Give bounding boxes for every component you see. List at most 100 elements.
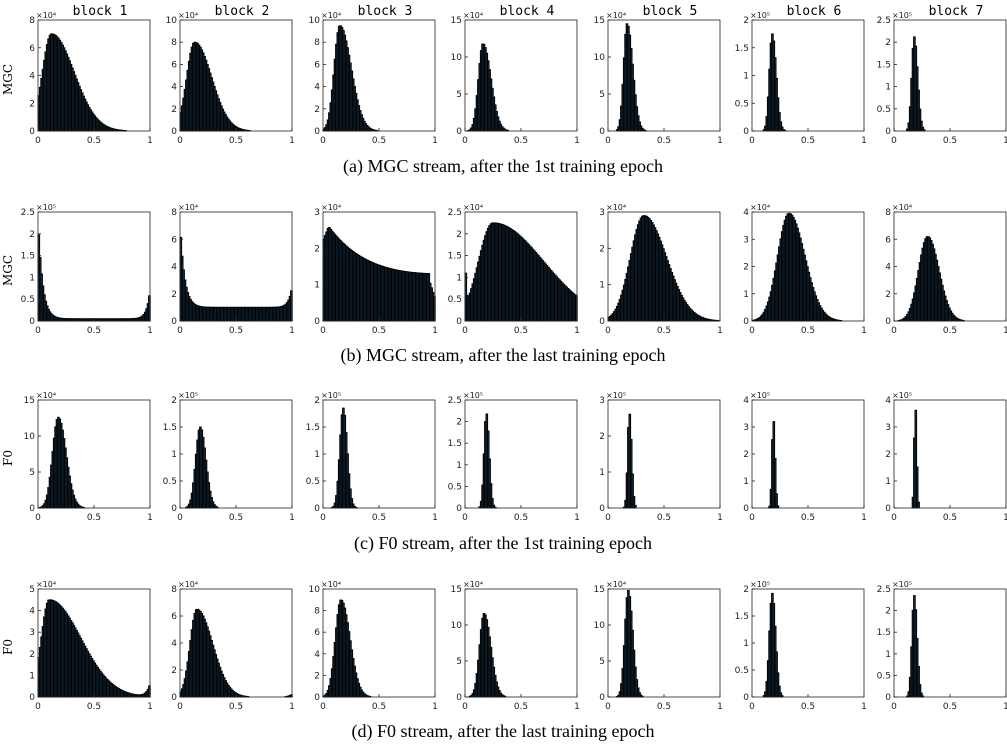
histogram-panel: 0 1 2 3 4 0 0.5 1 ×10⁴ xyxy=(743,203,867,336)
histogram-panel: 0 0.5 1 1.5 2 0 0.5 1 ×10⁵ xyxy=(163,391,295,523)
y-tick-label: 10 xyxy=(309,585,321,595)
histogram-panel: 0 0.5 1 1.5 2 0 0.5 1 ×10⁵ block 6 xyxy=(735,4,867,146)
axes-frame xyxy=(37,211,151,322)
y-tick-label: 1.5 xyxy=(21,252,35,262)
y-tick-label: 1 xyxy=(456,461,462,471)
x-tick-label: 0 xyxy=(35,136,41,146)
panel-title: block 5 xyxy=(643,4,698,19)
y-tick-label: 1 xyxy=(599,281,605,291)
y-tick-label: 0 xyxy=(599,317,605,327)
histogram-panel: 0 2 4 6 8 10 0 0.5 1 ×10⁴ block 3 xyxy=(309,4,438,146)
y-tick-label: 4 xyxy=(171,263,177,273)
y-tick-label: 0 xyxy=(171,317,177,327)
x-tick-label: 1 xyxy=(1003,702,1007,712)
y-tick-label: 4 xyxy=(171,639,177,649)
x-tick-label: 0.5 xyxy=(801,136,815,146)
x-tick-label: 0 xyxy=(605,513,611,523)
x-tick-label: 0.5 xyxy=(229,702,243,712)
axis-multiplier: ×10⁵ xyxy=(750,391,770,400)
histogram-panel: 0 5 10 15 0 0.5 1 ×10⁴ block 4 xyxy=(451,4,580,146)
y-tick-label: 4 xyxy=(885,396,891,406)
chart-row-2: MGC 0 0.5 1 1.5 2 2.5 0 0.5 1 ×10⁵ 0 2 4 6 8 0 0.5 1 ×10⁴ 0 1… xyxy=(1,203,1007,366)
axis-multiplier: ×10⁵ xyxy=(321,391,341,400)
histogram-panel: 0 2 4 6 8 0 0.5 1 ×10⁴ xyxy=(171,580,295,712)
x-tick-label: 0.5 xyxy=(372,513,386,523)
x-tick-label: 1 xyxy=(147,702,153,712)
y-tick-label: 2 xyxy=(599,244,605,254)
y-tick-label: 0 xyxy=(171,127,177,137)
axis-multiplier: ×10⁴ xyxy=(463,203,483,212)
y-tick-label: 0 xyxy=(885,127,891,137)
y-tick-label: 1.5 xyxy=(448,439,462,449)
y-tick-label: 6 xyxy=(171,60,177,70)
y-tick-label: 2 xyxy=(456,230,462,240)
histogram-panel: 0 2 4 6 8 0 0.5 1 ×10⁴ xyxy=(171,203,295,336)
y-tick-label: 0 xyxy=(314,693,320,703)
histogram-panel: 0 1 2 3 4 0 0.5 1 ×10⁵ xyxy=(885,391,1007,523)
y-tick-label: 4 xyxy=(885,263,891,273)
x-tick-label: 0.5 xyxy=(372,326,386,336)
y-tick-label: 2 xyxy=(171,396,177,406)
y-tick-label: 6 xyxy=(171,235,177,245)
x-tick-label: 1 xyxy=(432,513,438,523)
y-tick-label: 3 xyxy=(743,423,749,433)
x-tick-label: 0.5 xyxy=(87,513,101,523)
histogram-panel: 0 2 4 6 8 10 0 0.5 1 ×10⁴ block 2 xyxy=(166,4,295,146)
y-tick-label: 0 xyxy=(29,317,35,327)
axis-multiplier: ×10⁴ xyxy=(463,580,483,589)
y-tick-label: 3 xyxy=(885,423,891,433)
x-tick-label: 1 xyxy=(574,136,580,146)
y-tick-label: 10 xyxy=(594,53,606,63)
panel-title: block 3 xyxy=(358,4,413,19)
y-tick-label: 2 xyxy=(29,230,35,240)
panel-title: block 2 xyxy=(215,4,270,19)
x-tick-label: 0.5 xyxy=(657,513,671,523)
y-tick-label: 15 xyxy=(594,16,605,26)
y-tick-label: 4 xyxy=(29,72,35,82)
axis-multiplier: ×10⁵ xyxy=(892,391,912,400)
axis-multiplier: ×10⁴ xyxy=(606,11,626,20)
y-tick-label: 2 xyxy=(171,666,177,676)
y-tick-label: 1 xyxy=(29,273,35,283)
x-tick-label: 0 xyxy=(891,136,897,146)
x-tick-label: 0 xyxy=(605,136,611,146)
x-tick-label: 1 xyxy=(574,326,580,336)
axis-multiplier: ×10⁵ xyxy=(463,391,483,400)
y-tick-label: 1.5 xyxy=(306,423,320,433)
x-tick-label: 0.5 xyxy=(87,326,101,336)
y-tick-label: 6 xyxy=(29,44,35,54)
y-tick-label: 0.5 xyxy=(21,295,35,305)
x-tick-label: 0 xyxy=(462,326,468,336)
x-tick-label: 1 xyxy=(861,513,867,523)
x-tick-label: 0.5 xyxy=(943,513,957,523)
y-tick-label: 0 xyxy=(885,693,891,703)
y-tick-label: 3 xyxy=(314,208,320,218)
axis-multiplier: ×10⁴ xyxy=(463,11,483,20)
y-tick-label: 0 xyxy=(29,693,35,703)
y-tick-label: 2 xyxy=(743,263,749,273)
y-tick-label: 1 xyxy=(314,281,320,291)
y-tick-label: 5 xyxy=(456,90,462,100)
y-tick-label: 0 xyxy=(743,127,749,137)
y-tick-label: 1 xyxy=(885,650,891,660)
y-tick-label: 10 xyxy=(451,53,463,63)
x-tick-label: 0.5 xyxy=(801,326,815,336)
y-tick-label: 2.5 xyxy=(21,208,35,218)
y-axis-label: MGC xyxy=(1,64,15,95)
y-tick-label: 1.5 xyxy=(877,628,891,638)
x-tick-label: 0 xyxy=(749,702,755,712)
y-axis-label: F0 xyxy=(1,450,15,466)
x-tick-label: 0 xyxy=(605,326,611,336)
y-tick-label: 3 xyxy=(743,235,749,245)
histogram-panel: 0 0.5 1 1.5 2 2.5 0 0.5 1 ×10⁵ xyxy=(877,580,1007,712)
x-tick-label: 0 xyxy=(177,702,183,712)
axis-multiplier: ×10⁴ xyxy=(178,11,198,20)
x-tick-label: 0.5 xyxy=(657,326,671,336)
y-tick-label: 0 xyxy=(171,693,177,703)
y-tick-label: 3 xyxy=(599,208,605,218)
y-tick-label: 6 xyxy=(171,612,177,622)
axis-multiplier: ×10⁴ xyxy=(178,203,198,212)
y-tick-label: 2 xyxy=(314,671,320,681)
y-tick-label: 1 xyxy=(743,639,749,649)
y-tick-label: 0 xyxy=(743,317,749,327)
